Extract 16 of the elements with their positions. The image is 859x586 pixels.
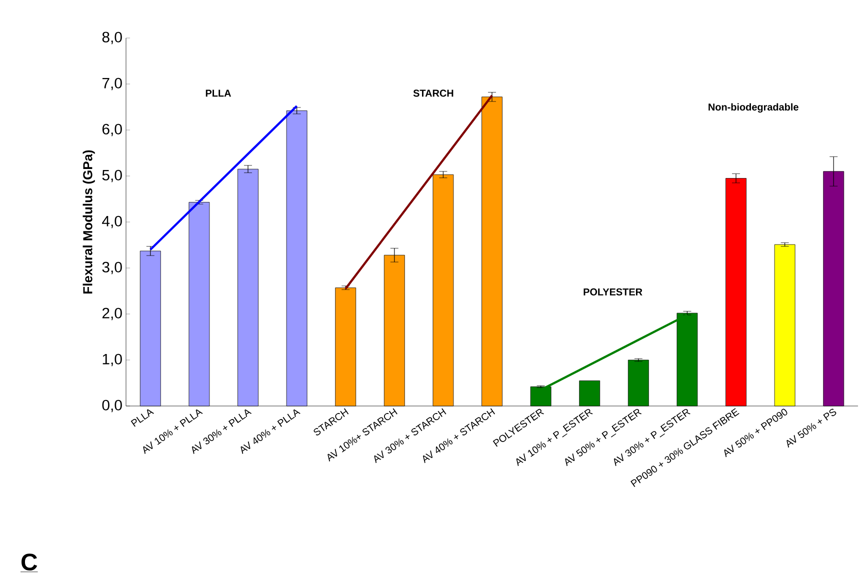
- annotation: POLYESTER: [584, 288, 642, 296]
- y-tick-label: 8,0: [102, 32, 122, 44]
- x-tick-label: AV 50% + PS: [786, 408, 836, 448]
- y-tick-label: 6,0: [102, 124, 122, 136]
- y-tick-label: 7,0: [102, 78, 122, 90]
- annotation: Non-biodegradable: [708, 103, 798, 113]
- annotation: PLLA: [206, 90, 231, 97]
- y-axis-title: Flexural Modulus (GPa): [82, 150, 95, 294]
- y-tick-label: 1,0: [102, 354, 122, 366]
- y-tick-label: 4,0: [102, 216, 122, 228]
- y-tick-label: 5,0: [102, 170, 122, 182]
- y-tick-label: 0,0: [102, 400, 122, 412]
- annotation: STARCH: [413, 90, 454, 97]
- text: C: [22, 554, 38, 570]
- y-tick-label: 3,0: [102, 262, 122, 274]
- y-tick-label: 2,0: [102, 308, 122, 320]
